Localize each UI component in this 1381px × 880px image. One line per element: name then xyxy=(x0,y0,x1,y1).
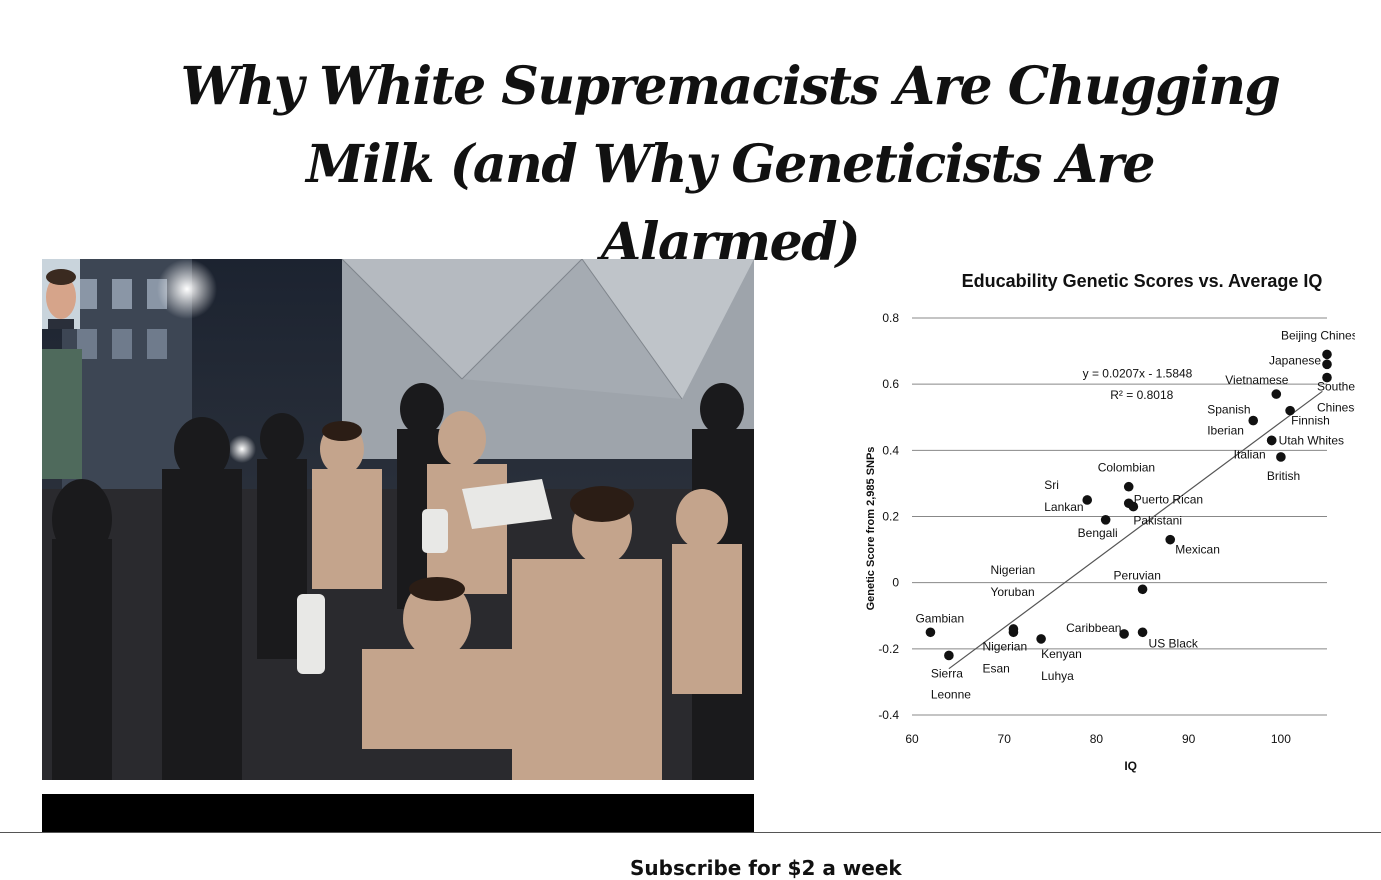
data-point xyxy=(1322,372,1332,383)
data-point-label: Utah Whites xyxy=(1279,433,1344,447)
chart-gridlines xyxy=(912,317,1327,716)
data-point-label: Gambian xyxy=(915,611,964,625)
y-tick-label: 0.8 xyxy=(882,311,899,325)
label-line: Southern xyxy=(1317,380,1355,394)
data-point-label: US Black xyxy=(1149,636,1199,650)
y-axis-ticks: -0.4 -0.2 0 0.2 0.4 0.6 0.8 xyxy=(878,311,899,722)
data-point xyxy=(925,627,936,638)
data-point-label: Sri Lankan xyxy=(1044,478,1083,514)
data-point-label: Nigerian Esan xyxy=(982,639,1027,675)
data-point-label: Nigerian Yoruban xyxy=(990,563,1035,599)
y-tick-label: 0 xyxy=(892,576,899,590)
x-axis-label: IQ xyxy=(1124,759,1137,773)
data-point xyxy=(1248,415,1259,426)
y-tick-label: 0.2 xyxy=(882,510,899,524)
x-tick-label: 90 xyxy=(1182,732,1196,746)
scatter-chart: Educability Genetic Scores vs. Average I… xyxy=(865,271,1366,773)
data-point-label: Spanish Iberian xyxy=(1207,403,1250,438)
y-tick-label: -0.4 xyxy=(878,708,899,722)
trendline-r-squared: R² = 0.8018 xyxy=(1110,388,1173,402)
data-point xyxy=(1008,627,1019,638)
trendline xyxy=(948,390,1323,670)
data-point-label: Southern Chinese xyxy=(1317,380,1355,415)
data-point xyxy=(1271,389,1282,399)
y-tick-label: 0.6 xyxy=(882,377,899,391)
x-tick-label: 100 xyxy=(1271,732,1291,746)
data-point xyxy=(1137,627,1148,638)
x-tick-label: 80 xyxy=(1090,732,1104,746)
label-line: Sri xyxy=(1044,478,1059,492)
data-point xyxy=(1266,435,1277,446)
data-point xyxy=(1128,501,1139,512)
chart-title: Educability Genetic Scores vs. Average I… xyxy=(962,271,1323,291)
data-point-label: Vietnamese xyxy=(1225,373,1288,387)
trendline-segment xyxy=(948,390,1323,670)
data-points xyxy=(925,349,1332,661)
data-point xyxy=(1276,452,1286,462)
article-photo[interactable] xyxy=(42,259,754,780)
label-line: Esan xyxy=(982,661,1009,675)
data-point-label: Japanese xyxy=(1269,353,1321,367)
data-point-label: Caribbean xyxy=(1066,621,1121,635)
data-point xyxy=(1165,534,1176,545)
data-point-label: Italian xyxy=(1234,447,1266,461)
label-line: Yoruban xyxy=(990,585,1034,599)
data-point xyxy=(1137,584,1148,595)
label-line: Nigerian xyxy=(990,563,1035,577)
data-point-labels: Beijing Chinese Japanese Southern Chinese Vi… xyxy=(915,328,1365,701)
data-point xyxy=(1036,634,1046,644)
article-headline: Why White Supremacists Are Chugging Milk… xyxy=(170,48,1290,282)
y-tick-label: 0.4 xyxy=(882,443,899,457)
x-tick-label: 60 xyxy=(905,732,919,746)
x-axis-ticks: 60 70 80 90 100 xyxy=(905,732,1291,746)
politician-face-avatar xyxy=(42,259,80,329)
data-point-label: Finnish xyxy=(1291,414,1330,428)
data-point-label: British xyxy=(1267,469,1300,483)
label-line: Lankan xyxy=(1044,500,1083,514)
data-point xyxy=(1322,359,1332,370)
x-tick-label: 70 xyxy=(998,732,1012,746)
label-line: Sierra xyxy=(931,666,963,680)
label-line: Leonne xyxy=(931,687,971,701)
data-point-label: Puerto Rican xyxy=(1134,492,1203,506)
data-point-label: Bengali xyxy=(1078,526,1118,540)
data-point-label: Sierra Leonne xyxy=(931,666,971,701)
data-point-label: Pakistani xyxy=(1133,514,1182,528)
label-line: Spanish xyxy=(1207,403,1250,417)
data-point xyxy=(944,650,954,661)
data-point xyxy=(1123,481,1134,492)
trendline-equation: y = 0.0207x - 1.5848 xyxy=(1083,367,1193,381)
data-point xyxy=(1100,515,1111,525)
label-line: Chinese xyxy=(1317,401,1355,415)
data-point xyxy=(1285,405,1295,416)
label-line: Nigerian xyxy=(982,639,1027,653)
group-drinking-milk-photo xyxy=(42,259,754,780)
data-point-label: Colombian xyxy=(1098,461,1155,475)
data-point xyxy=(1082,495,1093,505)
headline-line-2: Milk (and Why Geneticists Are Alarmed) xyxy=(306,134,1155,273)
headline-line-1: Why White Supremacists Are Chugging xyxy=(180,56,1281,117)
label-line: Kenyan xyxy=(1041,647,1082,661)
data-point-label: Beijing Chinese xyxy=(1281,328,1355,342)
data-point-label: Mexican xyxy=(1175,543,1220,557)
scatter-chart-figure[interactable]: Educability Genetic Scores vs. Average I… xyxy=(855,260,1366,780)
label-line: Luhya xyxy=(1041,669,1074,683)
y-tick-label: -0.2 xyxy=(878,642,899,656)
video-caption-bar xyxy=(42,794,754,833)
data-point-label: Peruvian xyxy=(1114,568,1161,582)
data-point xyxy=(1322,349,1332,360)
data-point xyxy=(1119,629,1129,639)
data-point-label: Kenyan Luhya xyxy=(1041,647,1082,683)
section-divider xyxy=(0,832,1381,833)
y-axis-label: Genetic Score from 2,985 SNPs xyxy=(865,447,877,611)
label-line: Iberian xyxy=(1207,424,1244,438)
subscribe-banner-text[interactable]: Subscribe for $2 a week xyxy=(630,856,902,880)
